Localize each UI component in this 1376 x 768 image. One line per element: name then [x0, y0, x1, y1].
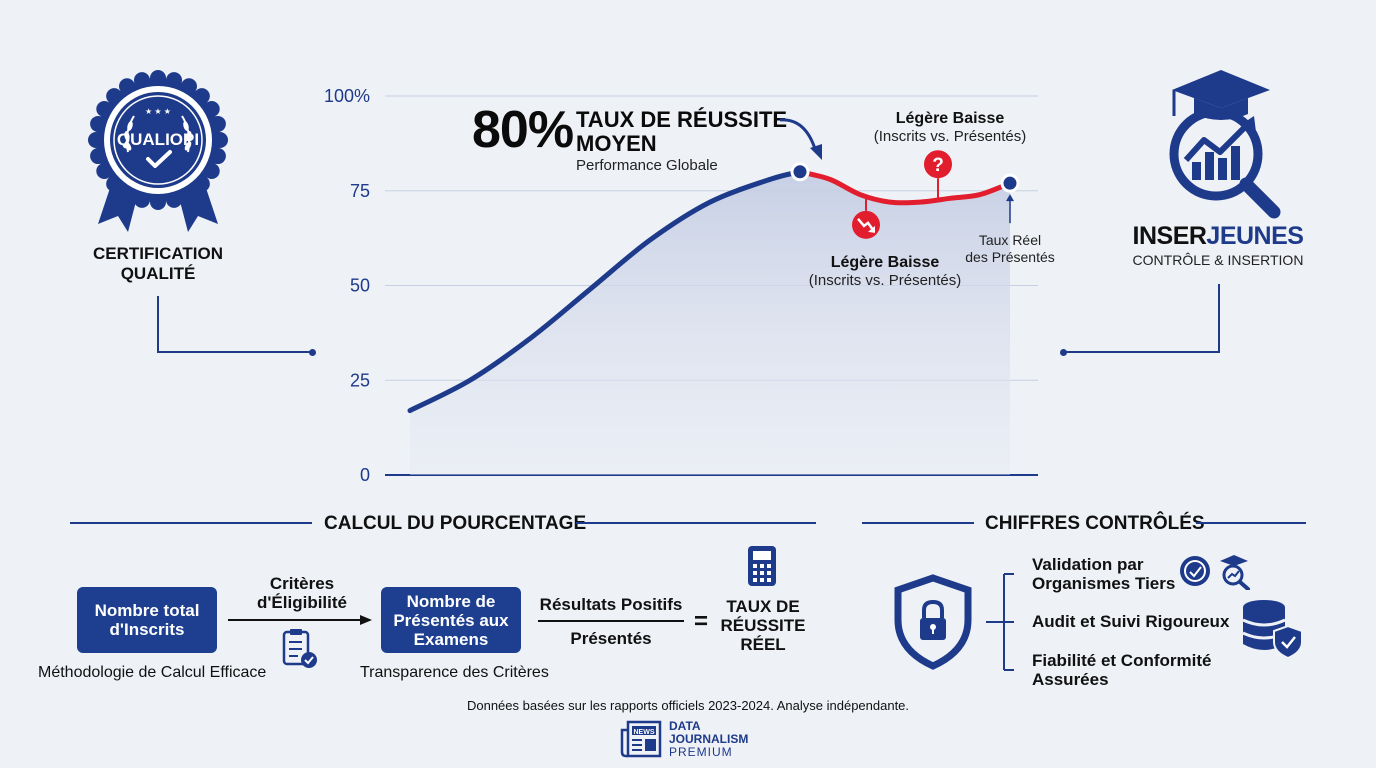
- connector-left-dot: [309, 349, 316, 356]
- mini-magnifier-icon: [1220, 555, 1250, 590]
- certification-label: CERTIFICATION QUALITÉ: [92, 244, 223, 283]
- fraction-denominator: Présentés: [570, 629, 652, 648]
- chiffres-item-fiabilite: Fiabilité et Conformité Assurées: [1032, 651, 1212, 689]
- area-fill: [410, 171, 1010, 476]
- headline-value: 80%: [472, 101, 574, 159]
- shield-lock-icon: [894, 574, 972, 670]
- caption-transparence: Transparence des Critères: [360, 664, 549, 681]
- mini-seal-icon: [1180, 556, 1210, 586]
- result-label: TAUX DE RÉUSSITE RÉEL: [720, 597, 806, 654]
- annotation-real-rate: Taux Réel des Présentés: [965, 232, 1055, 265]
- svg-text:NEWS: NEWS: [634, 729, 655, 736]
- question-alert-icon: ?: [924, 150, 952, 199]
- svg-text:QUALIOPI: QUALIOPI: [117, 130, 199, 149]
- qualiopi-seal-icon: QUALIOPI ★ ★ ★: [88, 70, 228, 232]
- chiffres-item-validation: Validation par Organismes Tiers: [1032, 555, 1176, 593]
- y-tick-label: 100%: [324, 86, 370, 106]
- clipboard-check-icon: [282, 629, 317, 668]
- y-tick-label: 0: [360, 465, 370, 485]
- data-point-marker: [790, 162, 810, 182]
- inserjeunes-subtitle: CONTRÔLE & INSERTION: [1132, 252, 1304, 268]
- section-rule: [862, 522, 974, 524]
- series-line-decline: [797, 169, 1013, 206]
- calculator-icon: [748, 546, 776, 586]
- bracket-connector: [986, 573, 1014, 671]
- inserjeunes-title: INSERJEUNES: [1132, 222, 1304, 250]
- section-rule: [576, 522, 816, 524]
- eligibility-label: Critères d'Éligibilité: [257, 574, 347, 612]
- annotation-decline-low: Légère Baisse (Inscrits vs. Présentés): [808, 254, 962, 289]
- curved-arrow-icon: [779, 118, 822, 160]
- fraction-numerator: Résultats Positifs: [539, 595, 683, 614]
- brand-wordmark: DATA JOURNALISM PREMIUM: [669, 719, 749, 759]
- annotation-decline-top: Légère Baisse (Inscrits vs. Présentés): [873, 110, 1027, 145]
- equals-sign: =: [694, 608, 709, 635]
- series-line-main: [407, 169, 803, 414]
- decline-alert-icon: [852, 194, 880, 239]
- headline-subtitle: Performance Globale: [576, 157, 718, 174]
- arrow-right-icon: [228, 615, 372, 625]
- total-inscrits-box: Nombre total d'Inscrits: [77, 587, 217, 653]
- svg-text:?: ?: [932, 155, 944, 176]
- calcul-section-title: CALCUL DU POURCENTAGE: [324, 513, 587, 534]
- caption-methodologie: Méthodologie de Calcul Efficace: [38, 664, 267, 681]
- inserjeunes-logo-icon: [1169, 70, 1281, 219]
- success-rate-chart: 0 25 50 75 100% ?: [324, 86, 1038, 485]
- section-rule: [70, 522, 312, 524]
- headline-title: TAUX DE RÉUSSITE MOYEN: [576, 107, 788, 156]
- section-rule: [1196, 522, 1306, 524]
- y-tick-label: 75: [350, 181, 370, 201]
- connector-right: [1064, 284, 1220, 353]
- fraction-bar: [538, 620, 684, 622]
- up-arrow-icon: [1006, 194, 1014, 224]
- data-point-marker: [1000, 173, 1020, 193]
- svg-text:★ ★ ★: ★ ★ ★: [145, 107, 171, 116]
- chiffres-section-title: CHIFFRES CONTRÔLÉS: [985, 513, 1205, 534]
- y-tick-label: 25: [350, 370, 370, 390]
- database-shield-icon: [1242, 600, 1303, 660]
- chiffres-item-audit: Audit et Suivi Rigoureux: [1032, 612, 1230, 631]
- connector-left: [157, 296, 313, 353]
- source-footnote: Données basées sur les rapports officiel…: [466, 698, 910, 713]
- presentes-box: Nombre de Présentés aux Examens: [381, 587, 521, 653]
- y-tick-label: 50: [350, 276, 370, 296]
- newspaper-icon: NEWS: [620, 720, 662, 758]
- connector-right-dot: [1060, 349, 1067, 356]
